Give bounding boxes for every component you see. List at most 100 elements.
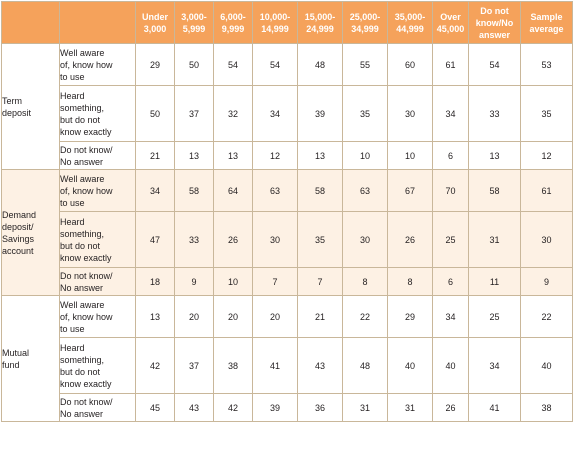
value-cell: 48 <box>342 337 388 394</box>
column-header-line: 44,999 <box>396 23 424 34</box>
column-header-line: 14,999 <box>261 23 289 34</box>
response-label-line: something, <box>60 228 105 239</box>
value-cell: 35 <box>342 85 388 142</box>
category-label-line: Term <box>2 95 22 106</box>
value-cell: 31 <box>468 211 521 268</box>
response-cell: Well aware of, know how to use <box>59 169 136 212</box>
value-cell: 13 <box>135 295 175 338</box>
value-cell: 41 <box>252 337 298 394</box>
response-cell: Do not know/No answer <box>59 141 136 170</box>
column-header: 10,000- 14,999 <box>252 1 298 44</box>
response-label-line: but do not <box>60 114 101 125</box>
value-cell: 50 <box>174 43 214 86</box>
value-cell: 42 <box>213 393 253 422</box>
response-label-line: Well aware <box>60 173 105 184</box>
value-cell: 7 <box>297 267 343 296</box>
value-cell: 50 <box>135 85 175 142</box>
value-cell: 34 <box>468 337 521 394</box>
value-cell: 12 <box>252 141 298 170</box>
value-cell: 54 <box>252 43 298 86</box>
column-header-line: 10,000- <box>259 11 291 22</box>
response-label-line: of, know how <box>60 59 113 70</box>
header-response-blank <box>59 1 136 44</box>
value-cell: 32 <box>213 85 253 142</box>
response-label-line: Heard <box>60 342 85 353</box>
category-label-line: deposit/ <box>2 221 34 232</box>
value-cell: 30 <box>520 211 573 268</box>
table-body: Term deposit Well aware of, know how to use 2… <box>1 43 573 422</box>
response-label-line: Do not know/ <box>60 396 113 407</box>
value-cell: 34 <box>432 85 469 142</box>
response-cell: Heard something, but do not know exactly <box>59 85 136 142</box>
column-header-line: Over <box>440 11 461 22</box>
column-header: 15,000- 24,999 <box>297 1 343 44</box>
response-cell: Do not know/No answer <box>59 393 136 422</box>
column-header-line: 3,000- <box>181 11 207 22</box>
response-label-line: but do not <box>60 366 101 377</box>
value-cell: 8 <box>342 267 388 296</box>
response-label-line: No answer <box>60 408 104 419</box>
value-cell: 29 <box>135 43 175 86</box>
column-header-line: 15,000- <box>304 11 336 22</box>
value-cell: 39 <box>297 85 343 142</box>
column-header: 25,000- 34,999 <box>342 1 388 44</box>
value-cell: 39 <box>252 393 298 422</box>
value-cell: 21 <box>135 141 175 170</box>
value-cell: 53 <box>520 43 573 86</box>
value-cell: 60 <box>387 43 433 86</box>
value-cell: 22 <box>342 295 388 338</box>
value-cell: 64 <box>213 169 253 212</box>
value-cell: 29 <box>387 295 433 338</box>
table-row: Heard something, but do not know exactly 50 3… <box>2 85 573 142</box>
value-cell: 31 <box>342 393 388 422</box>
value-cell: 47 <box>135 211 175 268</box>
value-cell: 9 <box>174 267 214 296</box>
response-label-line: Do not know/ <box>60 144 113 155</box>
value-cell: 13 <box>297 141 343 170</box>
value-cell: 43 <box>174 393 214 422</box>
column-header: Over 45,000 <box>432 1 469 44</box>
header-row: Under 3,000 3,000- 5,999 6,000- 9,999 10,000- 1… <box>1 1 573 44</box>
value-cell: 48 <box>297 43 343 86</box>
value-cell: 41 <box>468 393 521 422</box>
response-cell: Do not know/No answer <box>59 267 136 296</box>
value-cell: 21 <box>297 295 343 338</box>
column-header: Do not know/No answer <box>468 1 521 44</box>
category-cell: Term deposit <box>1 43 60 170</box>
response-label-line: know exactly <box>60 378 112 389</box>
value-cell: 63 <box>342 169 388 212</box>
value-cell: 38 <box>213 337 253 394</box>
response-cell: Heard something, but do not know exactly <box>59 211 136 268</box>
value-cell: 26 <box>387 211 433 268</box>
value-cell: 58 <box>174 169 214 212</box>
value-cell: 42 <box>135 337 175 394</box>
value-cell: 22 <box>520 295 573 338</box>
table-row: Heard something, but do not know exactly 42 3… <box>2 337 573 394</box>
column-header-line: 34,999 <box>351 23 379 34</box>
column-header: 3,000- 5,999 <box>174 1 214 44</box>
value-cell: 33 <box>174 211 214 268</box>
response-label-line: to use <box>60 323 85 334</box>
awareness-table: Under 3,000 3,000- 5,999 6,000- 9,999 10,000- 1… <box>1 1 573 422</box>
value-cell: 20 <box>252 295 298 338</box>
response-label-line: of, know how <box>60 311 113 322</box>
column-header-line: Do not <box>480 5 509 16</box>
category-label-line: Savings <box>2 233 35 244</box>
response-label-line: but do not <box>60 240 101 251</box>
column-header: Under 3,000 <box>135 1 175 44</box>
column-header-line: Under <box>141 11 168 22</box>
column-header: 6,000- 9,999 <box>213 1 253 44</box>
column-header-line: 6,000- <box>220 11 246 22</box>
response-label-line: No answer <box>60 282 104 293</box>
value-cell: 13 <box>174 141 214 170</box>
value-cell: 30 <box>387 85 433 142</box>
response-label-line: know exactly <box>60 252 112 263</box>
value-cell: 13 <box>468 141 521 170</box>
column-header-line: 24,999 <box>306 23 334 34</box>
value-cell: 45 <box>135 393 175 422</box>
response-label-line: No answer <box>60 156 104 167</box>
value-cell: 35 <box>297 211 343 268</box>
response-cell: Well aware of, know how to use <box>59 43 136 86</box>
response-label-line: to use <box>60 197 85 208</box>
value-cell: 36 <box>297 393 343 422</box>
